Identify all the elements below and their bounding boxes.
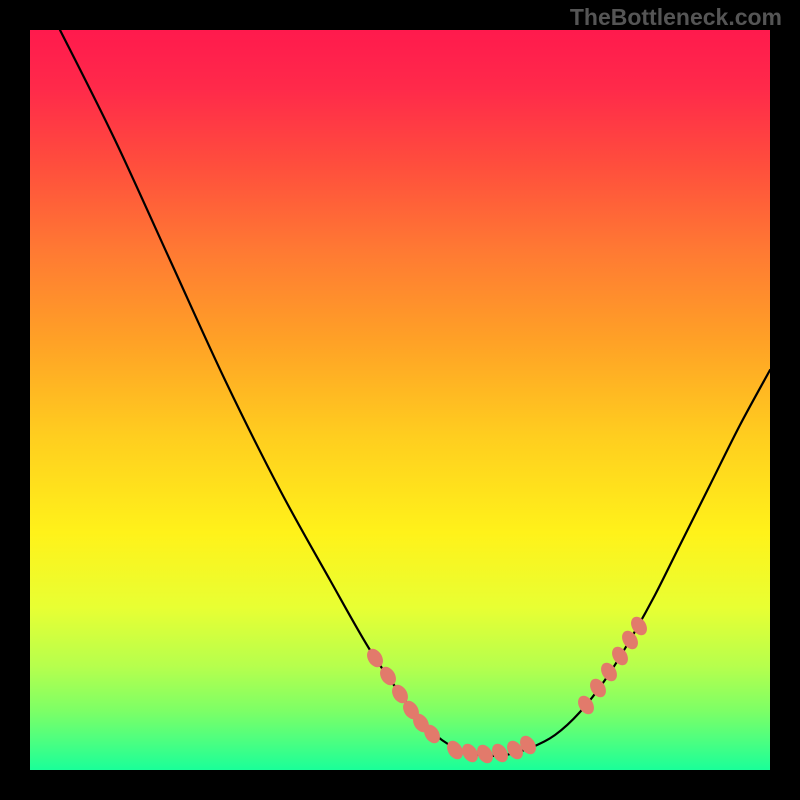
chart-frame: TheBottleneck.com xyxy=(0,0,800,800)
chart-svg xyxy=(0,0,800,800)
watermark-text: TheBottleneck.com xyxy=(570,4,782,31)
plot-background xyxy=(30,30,770,770)
